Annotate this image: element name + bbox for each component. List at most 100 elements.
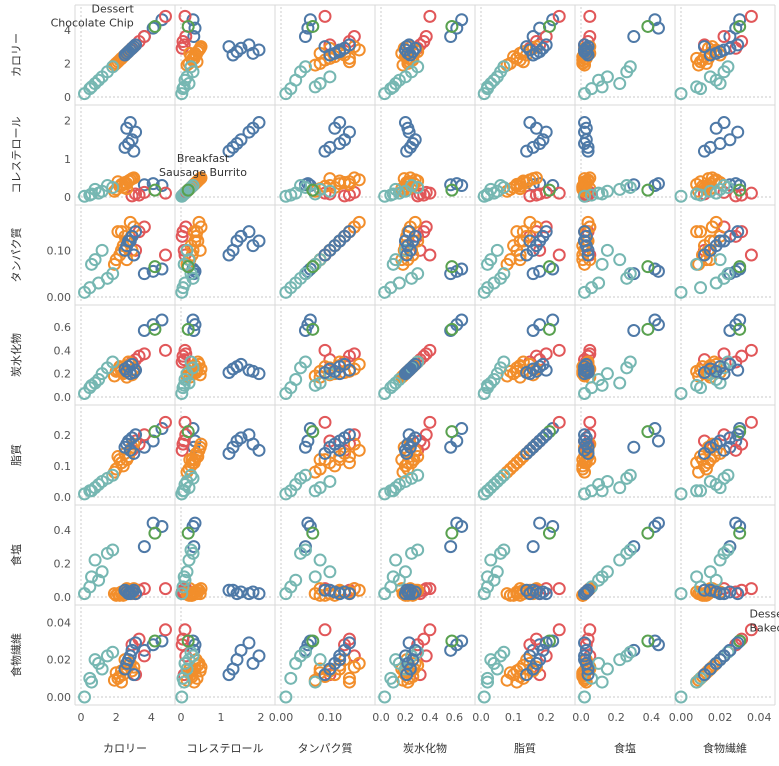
data-point xyxy=(279,587,293,601)
x-tick-label-var0: 4 xyxy=(148,711,155,724)
y-tick-label-var0: 4 xyxy=(64,24,71,37)
x-tick-label-var4: 0.2 xyxy=(537,711,555,724)
data-point xyxy=(705,220,719,234)
data-point xyxy=(721,645,735,659)
data-point xyxy=(298,543,312,557)
data-point xyxy=(641,183,655,197)
data-point xyxy=(333,43,347,57)
data-point xyxy=(552,415,566,429)
data-point xyxy=(578,387,592,400)
data-point xyxy=(709,437,723,451)
data-point xyxy=(620,649,634,663)
data-point xyxy=(106,645,120,659)
data-point xyxy=(690,364,704,378)
data-point xyxy=(539,225,553,239)
data-point xyxy=(694,225,708,239)
data-point xyxy=(731,225,745,239)
data-point xyxy=(222,40,236,54)
data-point xyxy=(177,570,191,584)
data-point xyxy=(222,583,236,597)
data-point xyxy=(513,582,527,596)
data-point xyxy=(342,125,356,139)
data-point xyxy=(703,184,717,198)
data-point xyxy=(398,649,412,663)
data-point xyxy=(183,46,197,60)
point-annotation: Dessert xyxy=(749,608,779,621)
data-point xyxy=(697,40,711,54)
data-point xyxy=(386,257,400,271)
data-point xyxy=(298,324,312,337)
data-point xyxy=(184,180,198,194)
data-point xyxy=(536,643,550,657)
data-point xyxy=(510,675,524,689)
data-point xyxy=(234,41,248,55)
data-point xyxy=(306,634,320,648)
column-axis-label-var2: タンパク質 xyxy=(298,741,353,755)
data-point xyxy=(398,184,412,198)
data-point xyxy=(183,453,197,467)
data-point xyxy=(578,649,592,663)
data-point xyxy=(445,425,459,439)
data-point xyxy=(487,573,501,587)
data-point xyxy=(405,471,419,485)
y-tick-label-var5: 0.4 xyxy=(54,524,72,537)
data-point xyxy=(389,481,403,495)
data-point xyxy=(148,19,162,33)
data-point xyxy=(641,425,655,439)
data-point xyxy=(552,623,566,637)
data-point xyxy=(717,30,731,44)
column-axis-label-var1: コレステロール xyxy=(187,742,264,755)
data-point xyxy=(690,570,704,584)
data-point xyxy=(520,668,534,682)
column-axis-label-var0: カロリー xyxy=(103,742,147,755)
data-point xyxy=(303,13,317,27)
data-point xyxy=(578,225,592,239)
data-point xyxy=(648,422,662,436)
data-point xyxy=(581,662,595,676)
data-point xyxy=(392,276,406,290)
data-point xyxy=(497,543,511,557)
data-point xyxy=(595,257,609,271)
data-point xyxy=(697,248,711,262)
data-point xyxy=(455,313,469,327)
data-point xyxy=(252,587,266,601)
data-point xyxy=(690,225,704,239)
data-point xyxy=(378,587,392,601)
data-point xyxy=(690,51,704,65)
data-point xyxy=(181,634,195,648)
data-point xyxy=(78,690,92,704)
data-point xyxy=(490,70,504,84)
data-point xyxy=(690,378,704,392)
y-tick-label-var0: 2 xyxy=(64,57,71,70)
data-point xyxy=(733,183,747,197)
data-point xyxy=(279,387,293,400)
data-point xyxy=(484,77,498,91)
data-point xyxy=(600,70,614,84)
data-point xyxy=(392,186,406,200)
data-point xyxy=(146,177,160,191)
data-point xyxy=(552,248,566,262)
data-point xyxy=(402,428,416,442)
data-point xyxy=(578,465,592,479)
data-point xyxy=(129,428,143,442)
data-point xyxy=(484,553,498,567)
data-point xyxy=(445,322,459,336)
data-point xyxy=(690,80,704,94)
data-point xyxy=(600,243,614,257)
data-point xyxy=(523,43,537,57)
data-point xyxy=(578,43,592,57)
data-point xyxy=(386,80,400,94)
data-point xyxy=(180,367,194,381)
data-point xyxy=(222,446,236,460)
data-point xyxy=(490,367,504,381)
data-point xyxy=(731,587,745,601)
data-point xyxy=(323,172,337,186)
data-point xyxy=(137,178,151,192)
data-point xyxy=(123,43,137,57)
x-tick-label-var6: 0.00 xyxy=(669,711,694,724)
data-point xyxy=(423,415,437,429)
data-point xyxy=(333,443,347,457)
data-point xyxy=(177,353,191,367)
data-point xyxy=(386,187,400,201)
row-axis-label-var3: 炭水化物 xyxy=(9,333,23,377)
